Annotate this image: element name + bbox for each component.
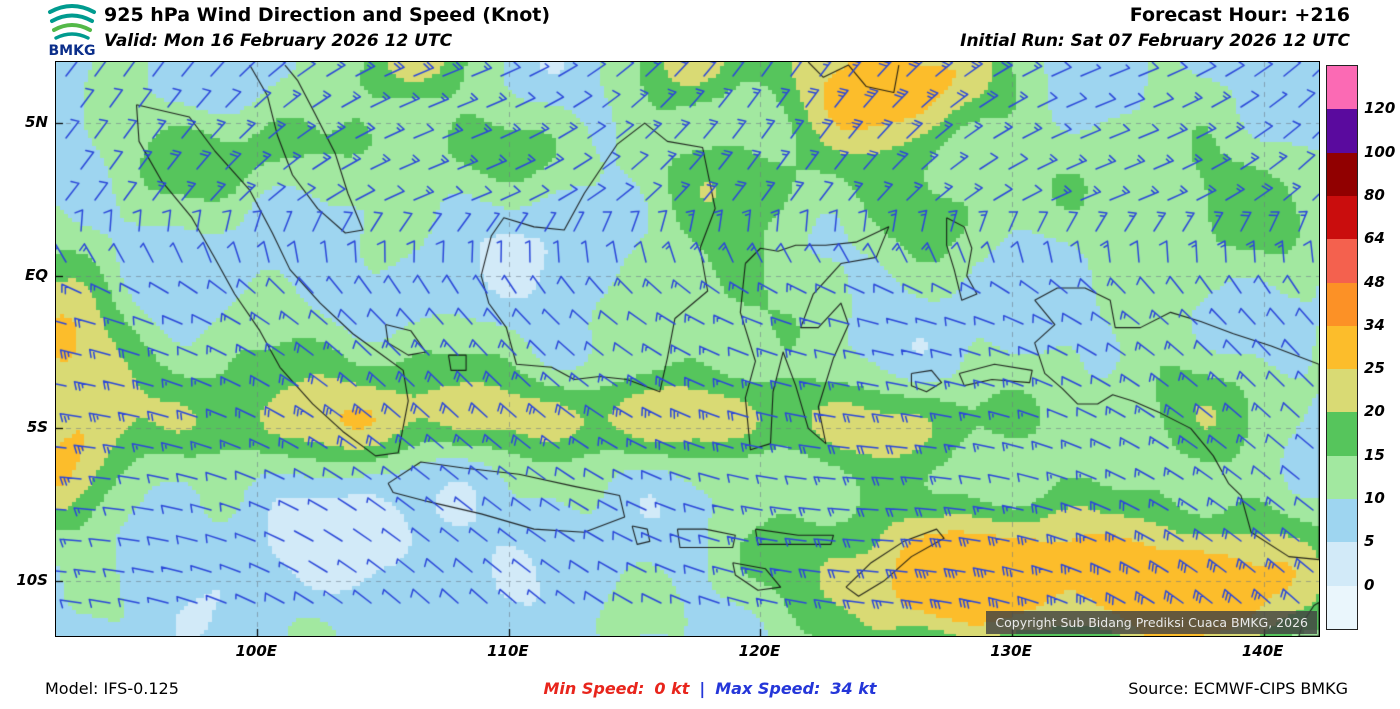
- logo-wave-icon: [48, 4, 96, 14]
- logo-wave-icon: [52, 23, 92, 32]
- legend-tick-label: 34: [1364, 315, 1385, 334]
- legend-tick-label: 25: [1364, 359, 1385, 378]
- legend-tick-label: 120: [1364, 99, 1396, 118]
- logo-text: BMKG: [49, 43, 96, 59]
- lon-label: 120E: [738, 642, 781, 660]
- max-speed-label: Max Speed:: [715, 679, 821, 698]
- speed-separator: |: [699, 679, 706, 698]
- page-title: 925 hPa Wind Direction and Speed (Knot): [104, 4, 551, 26]
- legend-tick-label: 15: [1364, 445, 1385, 464]
- legend-tick-label: 48: [1364, 272, 1385, 291]
- legend-tick-label: 0: [1364, 575, 1375, 594]
- speed-range-labels: Min Speed: 0 kt | Max Speed: 34 kt: [420, 679, 1000, 698]
- legend-tick-label: 5: [1364, 532, 1375, 551]
- legend-color-segment: [1327, 66, 1357, 110]
- lon-label: 130E: [990, 642, 1032, 660]
- legend-color-segment: [1327, 455, 1357, 500]
- forecast-hour-label: Forecast Hour: +216: [1129, 4, 1350, 26]
- valid-time-label: Valid: Mon 16 February 2026 12 UTC: [104, 31, 453, 51]
- source-label: Source: ECMWF-CIPS BMKG: [1128, 679, 1348, 698]
- legend-color-segment: [1327, 499, 1357, 543]
- wind-map-canvas: [56, 62, 1319, 636]
- copyright-overlay: Copyright Sub Bidang Prediksi Cuaca BMKG…: [986, 611, 1317, 634]
- max-speed-value: 34 kt: [830, 679, 877, 698]
- legend-color-segment: [1327, 109, 1357, 153]
- model-label: Model: IFS-0.125: [45, 679, 179, 698]
- legend-tick-label: 64: [1364, 229, 1385, 248]
- legend-tick-label: 100: [1364, 142, 1396, 161]
- logo-wave-icon: [54, 32, 90, 40]
- bmkg-logo: BMKG: [48, 4, 96, 59]
- legend-tick-label: 10: [1364, 489, 1385, 508]
- legend-color-segment: [1327, 585, 1357, 629]
- legend-color-segment: [1327, 369, 1357, 413]
- map-plot-area: Copyright Sub Bidang Prediksi Cuaca BMKG…: [55, 61, 1320, 637]
- legend-color-segment: [1327, 195, 1357, 240]
- legend-color-segment: [1327, 152, 1357, 196]
- min-speed-value: 0 kt: [654, 679, 690, 698]
- legend-color-segment: [1327, 542, 1357, 586]
- lat-label: 5S: [26, 418, 48, 437]
- legend-tick-label: 20: [1364, 402, 1385, 421]
- lat-label: 10S: [16, 571, 48, 590]
- wind-speed-colorbar: [1326, 65, 1358, 630]
- logo-wave-icon: [50, 13, 94, 23]
- lon-label: 100E: [235, 642, 278, 660]
- legend-color-segment: [1327, 412, 1357, 456]
- lat-label: 5N: [25, 113, 48, 132]
- lon-label: 110E: [487, 642, 529, 660]
- legend-color-segment: [1327, 282, 1357, 326]
- legend-color-segment: [1327, 325, 1357, 370]
- initial-run-label: Initial Run: Sat 07 February 2026 12 UTC: [960, 31, 1350, 51]
- legend-tick-label: 80: [1364, 185, 1385, 204]
- legend-color-segment: [1327, 239, 1357, 283]
- lon-label: 140E: [1241, 642, 1284, 660]
- min-speed-label: Min Speed:: [543, 679, 645, 698]
- lat-label: EQ: [25, 265, 48, 284]
